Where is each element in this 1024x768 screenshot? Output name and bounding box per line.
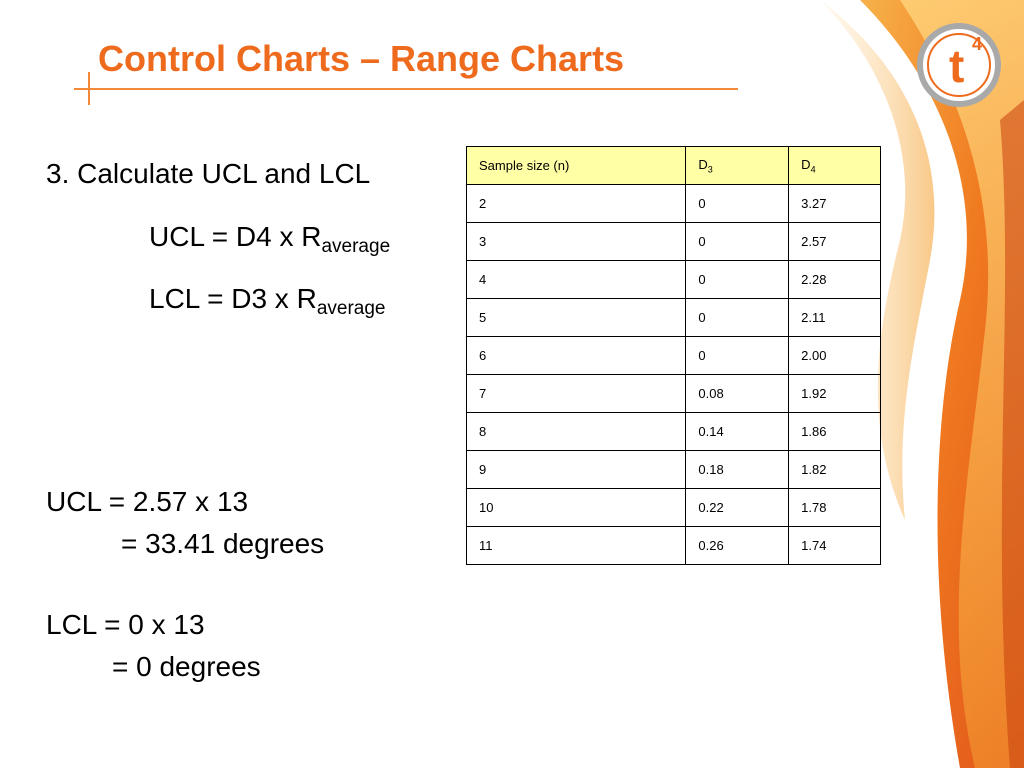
table-header-row: Sample size (n) D3 D4 bbox=[465, 146, 881, 185]
lcl-calculation-line-2: = 0 degrees bbox=[112, 651, 261, 682]
cell-d3: 0.18 bbox=[685, 450, 790, 489]
table-row: 9 0.18 1.82 bbox=[465, 450, 881, 489]
table-row: 8 0.14 1.86 bbox=[465, 412, 881, 451]
header-d3: D3 bbox=[685, 146, 790, 185]
header-d4: D4 bbox=[788, 146, 881, 185]
cell-d4: 2.11 bbox=[788, 298, 881, 337]
table-row: 7 0.08 1.92 bbox=[465, 374, 881, 413]
ucl-formula-sub: average bbox=[321, 236, 391, 257]
table-row: 10 0.22 1.78 bbox=[465, 488, 881, 527]
header-sample-size: Sample size (n) bbox=[465, 146, 687, 185]
cell-d4: 1.78 bbox=[788, 488, 881, 527]
title-underline-tick bbox=[88, 72, 90, 105]
cell-d4: 2.00 bbox=[788, 336, 881, 375]
ucl-calculation-line-2: = 33.41 degrees bbox=[121, 528, 325, 559]
cell-d3: 0.08 bbox=[685, 374, 790, 413]
cell-d3: 0 bbox=[685, 260, 790, 299]
t4-logo: t 4 bbox=[917, 23, 1001, 107]
cell-d3: 0 bbox=[685, 336, 790, 375]
lcl-formula-main: LCL = D3 x R bbox=[149, 283, 317, 314]
cell-sample-size: 8 bbox=[465, 412, 687, 451]
slide-title: Control Charts – Range Charts bbox=[98, 38, 625, 79]
table-row: 11 0.26 1.74 bbox=[465, 526, 881, 565]
lcl-formula: LCL = D3 x Raverage bbox=[149, 283, 385, 319]
title-underline bbox=[74, 88, 738, 90]
lcl-calculation-line-1: LCL = 0 x 13 bbox=[46, 609, 205, 640]
d-factor-table: Sample size (n) D3 D4 2 0 3.27 3 0 2.57 4 0 2.… bbox=[465, 146, 881, 565]
logo-superscript: 4 bbox=[972, 34, 982, 54]
ucl-formula: UCL = D4 x Raverage bbox=[149, 221, 390, 257]
cell-d3: 0.22 bbox=[685, 488, 790, 527]
cell-sample-size: 6 bbox=[465, 336, 687, 375]
cell-d4: 1.82 bbox=[788, 450, 881, 489]
table-row: 6 0 2.00 bbox=[465, 336, 881, 375]
cell-sample-size: 5 bbox=[465, 298, 687, 337]
cell-sample-size: 9 bbox=[465, 450, 687, 489]
cell-sample-size: 4 bbox=[465, 260, 687, 299]
cell-d4: 1.86 bbox=[788, 412, 881, 451]
cell-sample-size: 10 bbox=[465, 488, 687, 527]
cell-d4: 3.27 bbox=[788, 184, 881, 223]
cell-d4: 2.28 bbox=[788, 260, 881, 299]
cell-d3: 0 bbox=[685, 222, 790, 261]
ucl-formula-main: UCL = D4 x R bbox=[149, 221, 322, 252]
cell-sample-size: 2 bbox=[465, 184, 687, 223]
cell-sample-size: 3 bbox=[465, 222, 687, 261]
table-row: 2 0 3.27 bbox=[465, 184, 881, 223]
logo-letter: t bbox=[949, 40, 964, 92]
table-row: 3 0 2.57 bbox=[465, 222, 881, 261]
step-heading: 3. Calculate UCL and LCL bbox=[46, 158, 371, 189]
cell-sample-size: 11 bbox=[465, 526, 687, 565]
lcl-formula-sub: average bbox=[316, 298, 386, 319]
table-row: 4 0 2.28 bbox=[465, 260, 881, 299]
cell-sample-size: 7 bbox=[465, 374, 687, 413]
cell-d3: 0 bbox=[685, 184, 790, 223]
table-row: 5 0 2.11 bbox=[465, 298, 881, 337]
cell-d4: 1.92 bbox=[788, 374, 881, 413]
cell-d4: 2.57 bbox=[788, 222, 881, 261]
cell-d4: 1.74 bbox=[788, 526, 881, 565]
cell-d3: 0.14 bbox=[685, 412, 790, 451]
cell-d3: 0.26 bbox=[685, 526, 790, 565]
ucl-calculation-line-1: UCL = 2.57 x 13 bbox=[46, 486, 249, 517]
cell-d3: 0 bbox=[685, 298, 790, 337]
